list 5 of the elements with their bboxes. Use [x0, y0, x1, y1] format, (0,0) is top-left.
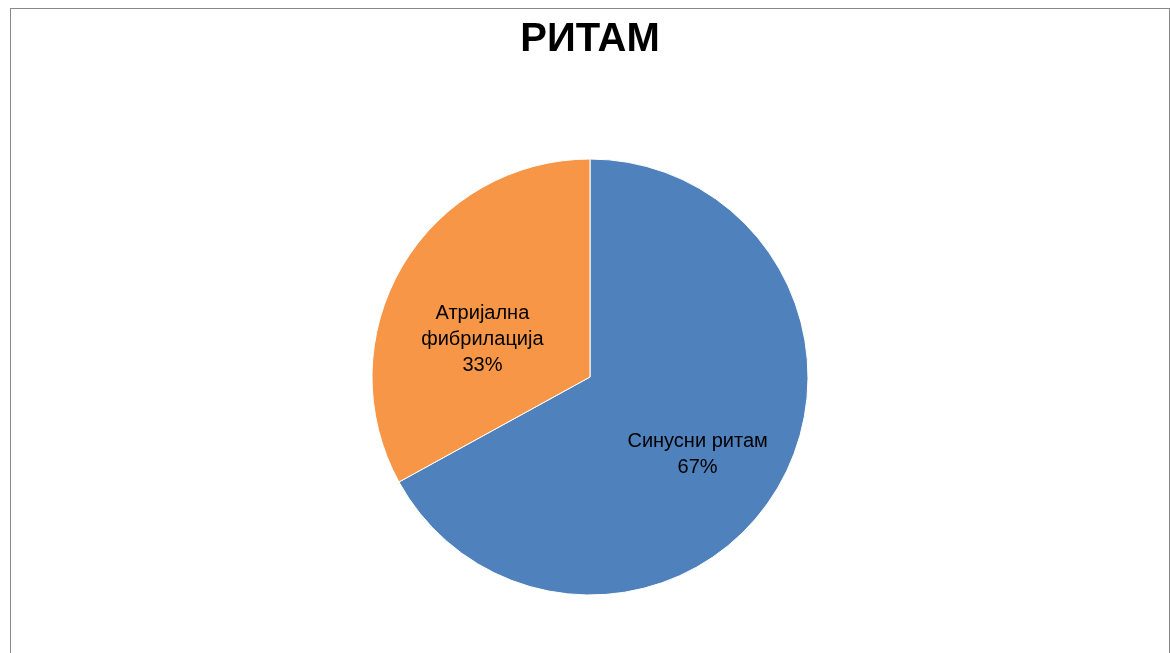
slice-label: Атријална фибрилација: [421, 301, 545, 350]
slice-label: Синусни ритам: [627, 428, 768, 451]
chart-title: РИТАМ: [520, 15, 660, 59]
data-label: 33%: [462, 353, 503, 376]
data-label: 67%: [677, 454, 718, 477]
